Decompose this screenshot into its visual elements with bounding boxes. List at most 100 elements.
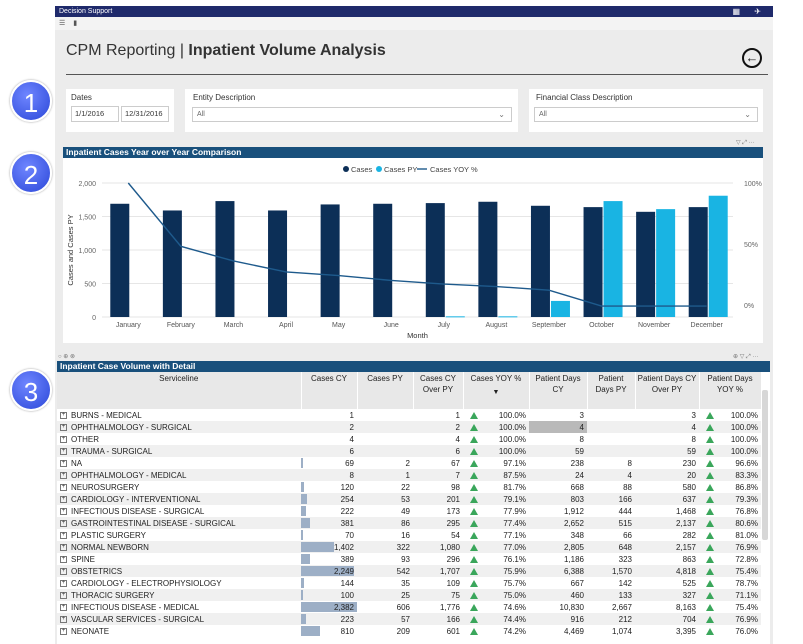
up-triangle-icon xyxy=(706,579,714,587)
table-row[interactable]: + OBSTETRICS 2,249 542 1,707 75.9% 6,388 1,570 4… xyxy=(57,565,761,577)
cases-cy-value: 69 xyxy=(345,458,354,468)
x-tick-label: July xyxy=(438,322,451,329)
table-row[interactable]: + GASTROINTESTINAL DISEASE - SURGICAL 381 8… xyxy=(57,517,761,529)
col-header-cases-over-py[interactable]: Cases CY Over PY xyxy=(413,372,464,409)
patient-days-yoy-value: 96.6% xyxy=(735,458,758,468)
cases-cy-value: 223 xyxy=(340,614,354,624)
cases-py-cell: 53 xyxy=(357,493,413,505)
expand-icon[interactable]: + xyxy=(60,603,67,611)
serviceline-cell: + PLASTIC SURGERY xyxy=(57,529,301,541)
arrow-left-circle-icon[interactable]: ← xyxy=(742,48,762,68)
table-scrollbar[interactable] xyxy=(762,390,768,540)
patient-days-over-py-cell: 580 xyxy=(682,482,696,492)
serviceline-cell: + CARDIOLOGY - ELECTROPHYSIOLOGY xyxy=(57,577,301,589)
table-row[interactable]: + NEONATE 810 209 601 74.2% 4,469 1,074 3,395 76.… xyxy=(57,625,761,637)
table-row[interactable]: + NA 69 2 67 97.1% 238 8 230 96.6% xyxy=(57,457,761,469)
patient-days-cy-cell: 24 xyxy=(529,469,587,481)
table-row[interactable]: + BURNS - MEDICAL 1 1 100.0% 3 3 100.0% xyxy=(57,409,761,421)
col-header-patient-days-over-py[interactable]: Patient Days CY Over PY xyxy=(635,372,700,409)
expand-icon[interactable]: + xyxy=(60,435,67,443)
col-header-patient-days-yoy[interactable]: Patient Days YOY % xyxy=(699,372,762,409)
up-triangle-icon xyxy=(470,615,478,623)
cases-py-cell: 2 xyxy=(405,458,410,468)
file-icon[interactable]: ▮ xyxy=(73,20,78,27)
up-triangle-icon xyxy=(706,471,714,479)
expand-icon[interactable]: + xyxy=(60,555,67,563)
col-header-patient-days-py[interactable]: Patient Days PY xyxy=(587,372,636,409)
table-row[interactable]: + TRAUMA - SURGICAL 6 6 100.0% 59 59 100.0% xyxy=(57,445,761,457)
patient-days-py-cell: 142 xyxy=(618,578,632,588)
bar-cases xyxy=(425,203,445,317)
serviceline-cell: + CARDIOLOGY - INTERVENTIONAL xyxy=(57,493,301,505)
table-row[interactable]: + NORMAL NEWBORN 1,402 322 1,080 77.0% 2,805 64… xyxy=(57,541,761,553)
serviceline-cell: + OPHTHALMOLOGY - SURGICAL xyxy=(57,421,301,433)
chevron-down-icon: ⌄ xyxy=(498,110,505,119)
table-row[interactable]: + OPHTHALMOLOGY - SURGICAL 2 2 100.0% 4 4 100.0… xyxy=(57,421,761,433)
visual-options-icon[interactable]: ▽ ⤢ ··· xyxy=(736,140,755,146)
col-header-serviceline[interactable]: Serviceline xyxy=(57,372,302,409)
patient-days-over-py-cell: 20 xyxy=(635,469,699,481)
line-cases-yoy xyxy=(127,182,707,307)
table-row[interactable]: + NEUROSURGERY 120 22 98 81.7% 668 88 580 86.8% xyxy=(57,481,761,493)
table-row[interactable]: + OTHER 4 4 100.0% 8 8 100.0% xyxy=(57,433,761,445)
expand-icon[interactable]: + xyxy=(60,483,67,491)
cases-over-py-cell: 295 xyxy=(413,517,463,529)
date-start-input[interactable]: 1/1/2016 xyxy=(71,106,119,122)
drill-icons[interactable]: ○ ⊕ ⊗ xyxy=(58,354,76,360)
cases-over-py-cell: 173 xyxy=(446,506,460,516)
expand-icon[interactable]: + xyxy=(60,519,67,527)
expand-icon[interactable]: + xyxy=(60,507,67,515)
expand-icon[interactable]: + xyxy=(60,627,67,635)
patient-days-cy-cell: 3 xyxy=(579,410,584,420)
table-row[interactable]: + VASCULAR SERVICES - SURGICAL 223 57 166 74.… xyxy=(57,613,761,625)
menu-icon[interactable]: ☰ xyxy=(59,20,66,27)
expand-icon[interactable]: + xyxy=(60,543,67,551)
col-header-cases-py[interactable]: Cases PY xyxy=(357,372,414,409)
patient-days-py-cell: 4 xyxy=(587,469,635,481)
page-title-main: Inpatient Volume Analysis xyxy=(188,42,386,59)
legend-label-cases-py: Cases PY xyxy=(384,165,417,174)
table-row[interactable]: + OPHTHALMOLOGY - MEDICAL 8 1 7 87.5% 24 4 20 83.… xyxy=(57,469,761,481)
patient-days-cy-cell: 460 xyxy=(529,589,587,601)
expand-icon[interactable]: + xyxy=(60,411,67,419)
expand-icon[interactable]: + xyxy=(60,495,67,503)
expand-icon[interactable]: + xyxy=(60,459,67,467)
cases-cy-value: 144 xyxy=(340,578,354,588)
table-row[interactable]: + CARDIOLOGY - ELECTROPHYSIOLOGY 144 35 109 7… xyxy=(57,577,761,589)
col-header-cases-cy[interactable]: Cases CY xyxy=(301,372,358,409)
expand-icon[interactable]: + xyxy=(60,615,67,623)
table-options-icon[interactable]: ⊕ ▽ ⤢ ··· xyxy=(733,354,759,360)
date-end-input[interactable]: 12/31/2016 xyxy=(121,106,169,122)
financial-class-dropdown[interactable]: All ⌄ xyxy=(534,107,758,122)
up-triangle-icon xyxy=(706,543,714,551)
cases-cy-databar xyxy=(301,566,354,576)
serviceline-cell: + NEONATE xyxy=(57,625,301,637)
expand-icon[interactable]: + xyxy=(60,567,67,575)
entity-dropdown[interactable]: All ⌄ xyxy=(192,107,512,122)
expand-icon[interactable]: + xyxy=(60,447,67,455)
patient-days-over-py-cell: 230 xyxy=(682,458,696,468)
table-row[interactable]: + THORACIC SURGERY 100 25 75 75.0% 460 133 327 71… xyxy=(57,589,761,601)
col-header-patient-days-cy[interactable]: Patient Days CY xyxy=(529,372,588,409)
app-launcher-icon[interactable]: ▦ ✈ xyxy=(732,7,767,16)
patient-days-over-py-cell: 59 xyxy=(635,445,699,457)
expand-icon[interactable]: + xyxy=(60,423,67,431)
cases-yoy-cell: 81.7% xyxy=(463,481,529,493)
expand-icon[interactable]: + xyxy=(60,531,67,539)
table-row[interactable]: + INFECTIOUS DISEASE - SURGICAL 222 49 173 77… xyxy=(57,505,761,517)
col-header-cases-yoy[interactable]: Cases YOY % ▼ xyxy=(463,372,530,409)
up-triangle-icon xyxy=(706,519,714,527)
table-row[interactable]: + PLASTIC SURGERY 70 16 54 77.1% 348 66 282 81.0% xyxy=(57,529,761,541)
expand-icon[interactable]: + xyxy=(60,591,67,599)
cases-cy-value: 6 xyxy=(349,446,354,456)
table-row[interactable]: + CARDIOLOGY - INTERVENTIONAL 254 53 201 79.1… xyxy=(57,493,761,505)
expand-icon[interactable]: + xyxy=(60,471,67,479)
expand-icon[interactable]: + xyxy=(60,579,67,587)
cases-yoy-cell: 77.9% xyxy=(463,505,529,517)
cases-yoy-value: 77.0% xyxy=(503,542,526,552)
cases-yoy-cell: 79.1% xyxy=(463,493,529,505)
table-row[interactable]: + INFECTIOUS DISEASE - MEDICAL 2,382 606 1,7… xyxy=(57,601,761,613)
cases-over-py-cell: 1 xyxy=(455,410,460,420)
table-row[interactable]: + SPINE 389 93 296 76.1% 1,186 323 863 72.8% xyxy=(57,553,761,565)
y2-tick-label: 100% xyxy=(744,181,762,188)
